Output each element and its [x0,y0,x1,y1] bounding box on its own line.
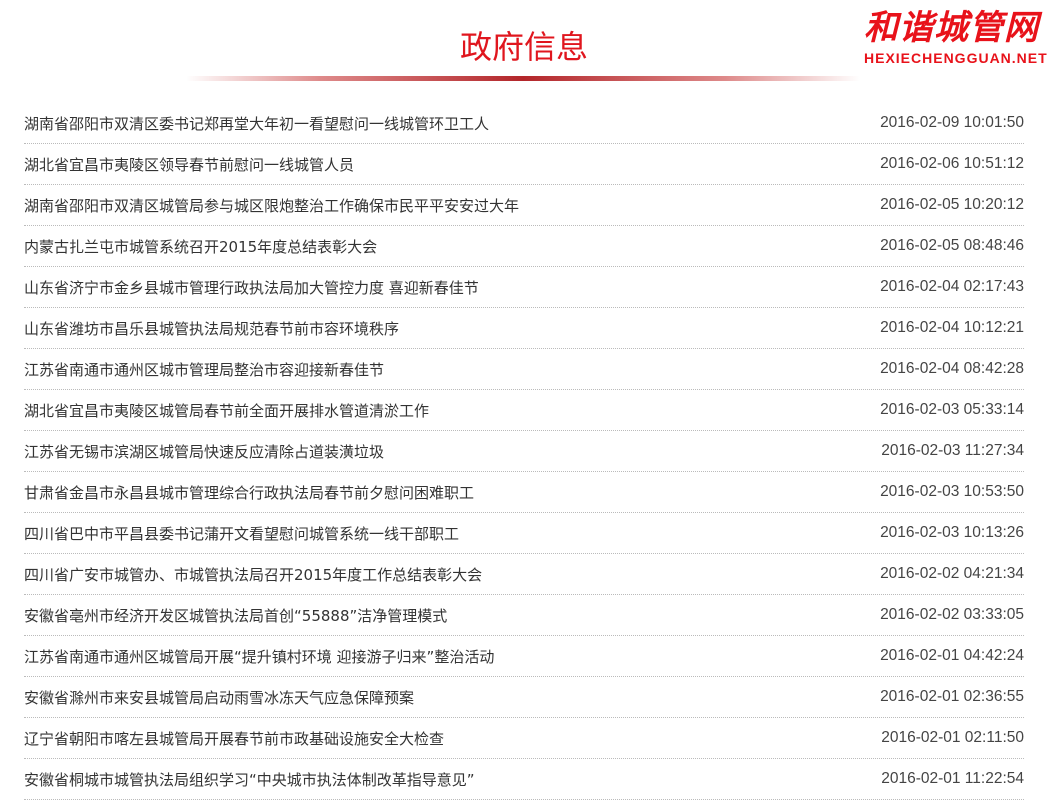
list-item: 山东省济宁市金乡县城市管理行政执法局加大管控力度 喜迎新春佳节 2016-02-0… [24,267,1024,308]
news-date: 2016-02-03 05:33:14 [880,401,1024,418]
news-date: 2016-02-05 10:20:12 [880,196,1024,213]
news-title-link[interactable]: 湖南省邵阳市双清区城管局参与城区限炮整治工作确保市民平平安安过大年 [24,196,520,215]
list-item: 山东省潍坊市昌乐县城管执法局规范春节前市容环境秩序 2016-02-04 10:1… [24,308,1024,349]
page-title: 政府信息 [459,28,588,66]
news-title-link[interactable]: 湖南省邵阳市双清区委书记郑再堂大年初一看望慰问一线城管环卫工人 [24,114,490,133]
news-date: 2016-02-05 08:48:46 [880,237,1024,254]
news-date: 2016-02-01 04:42:24 [880,647,1024,664]
news-title-link[interactable]: 江苏省南通市通州区城管局开展“提升镇村环境 迎接游子归来”整治活动 [24,647,495,666]
news-date: 2016-02-03 10:53:50 [880,483,1024,500]
watermark-logo-cn: 和谐城管网 [864,8,1039,48]
news-title-link[interactable]: 安徽省桐城市城管执法局组织学习“中央城市执法体制改革指导意见” [24,770,475,789]
news-title-link[interactable]: 甘肃省金昌市永昌县城市管理综合行政执法局春节前夕慰问困难职工 [24,483,475,502]
news-title-link[interactable]: 安徽省滁州市来安县城管局启动雨雪冰冻天气应急保障预案 [24,688,415,707]
news-title-link[interactable]: 湖北省宜昌市夷陵区城管局春节前全面开展排水管道清淤工作 [24,401,430,420]
list-item: 湖南省邵阳市双清区城管局参与城区限炮整治工作确保市民平平安安过大年 2016-02… [24,185,1024,226]
news-date: 2016-02-01 11:22:54 [881,770,1024,787]
news-date: 2016-02-02 03:33:05 [880,606,1024,623]
news-date: 2016-02-09 10:01:50 [880,114,1024,131]
news-title-link[interactable]: 四川省广安市城管办、市城管执法局召开2015年度工作总结表彰大会 [24,565,483,584]
news-title-link[interactable]: 四川省巴中市平昌县委书记蒲开文看望慰问城管系统一线干部职工 [24,524,460,543]
list-item: 安徽省滁州市来安县城管局启动雨雪冰冻天气应急保障预案 2016-02-01 02:… [24,677,1024,718]
news-list: 湖南省邵阳市双清区委书记郑再堂大年初一看望慰问一线城管环卫工人 2016-02-0… [24,103,1024,800]
list-item: 内蒙古扎兰屯市城管系统召开2015年度总结表彰大会 2016-02-05 08:4… [24,226,1024,267]
news-title-link[interactable]: 安徽省亳州市经济开发区城管执法局首创“55888”洁净管理模式 [24,606,448,625]
news-date: 2016-02-04 02:17:43 [880,278,1024,295]
list-item: 四川省广安市城管办、市城管执法局召开2015年度工作总结表彰大会 2016-02-… [24,554,1024,595]
list-item: 湖南省邵阳市双清区委书记郑再堂大年初一看望慰问一线城管环卫工人 2016-02-0… [24,103,1024,144]
news-date: 2016-02-03 10:13:26 [880,524,1024,541]
list-item: 江苏省南通市通州区城管局开展“提升镇村环境 迎接游子归来”整治活动 2016-02… [24,636,1024,677]
list-item: 安徽省桐城市城管执法局组织学习“中央城市执法体制改革指导意见” 2016-02-0… [24,759,1024,800]
list-item: 湖北省宜昌市夷陵区领导春节前慰问一线城管人员 2016-02-06 10:51:1… [24,144,1024,185]
watermark-logo-en: HEXIECHENGGUAN.NET [864,50,1048,66]
news-date: 2016-02-01 02:36:55 [880,688,1024,705]
news-date: 2016-02-03 11:27:34 [881,442,1024,459]
title-divider [186,76,860,81]
news-title-link[interactable]: 江苏省无锡市滨湖区城管局快速反应清除占道装潢垃圾 [24,442,385,461]
news-date: 2016-02-04 08:42:28 [880,360,1024,377]
watermark-logo: 和谐城管网 HEXIECHENGGUAN.NET [864,8,1048,88]
news-date: 2016-02-04 10:12:21 [880,319,1024,336]
news-title-link[interactable]: 山东省济宁市金乡县城市管理行政执法局加大管控力度 喜迎新春佳节 [24,278,479,297]
list-item: 湖北省宜昌市夷陵区城管局春节前全面开展排水管道清淤工作 2016-02-03 05… [24,390,1024,431]
news-date: 2016-02-06 10:51:12 [880,155,1024,172]
list-item: 四川省巴中市平昌县委书记蒲开文看望慰问城管系统一线干部职工 2016-02-03 … [24,513,1024,554]
news-date: 2016-02-02 04:21:34 [880,565,1024,582]
news-title-link[interactable]: 内蒙古扎兰屯市城管系统召开2015年度总结表彰大会 [24,237,378,256]
list-item: 江苏省无锡市滨湖区城管局快速反应清除占道装潢垃圾 2016-02-03 11:27… [24,431,1024,472]
news-title-link[interactable]: 江苏省南通市通州区城市管理局整治市容迎接新春佳节 [24,360,385,379]
list-item: 甘肃省金昌市永昌县城市管理综合行政执法局春节前夕慰问困难职工 2016-02-03… [24,472,1024,513]
list-item: 安徽省亳州市经济开发区城管执法局首创“55888”洁净管理模式 2016-02-0… [24,595,1024,636]
news-title-link[interactable]: 辽宁省朝阳市喀左县城管局开展春节前市政基础设施安全大检查 [24,729,445,748]
news-title-link[interactable]: 山东省潍坊市昌乐县城管执法局规范春节前市容环境秩序 [24,319,400,338]
news-title-link[interactable]: 湖北省宜昌市夷陵区领导春节前慰问一线城管人员 [24,155,355,174]
list-item: 辽宁省朝阳市喀左县城管局开展春节前市政基础设施安全大检查 2016-02-01 0… [24,718,1024,759]
news-date: 2016-02-01 02:11:50 [881,729,1024,746]
list-item: 江苏省南通市通州区城市管理局整治市容迎接新春佳节 2016-02-04 08:42… [24,349,1024,390]
